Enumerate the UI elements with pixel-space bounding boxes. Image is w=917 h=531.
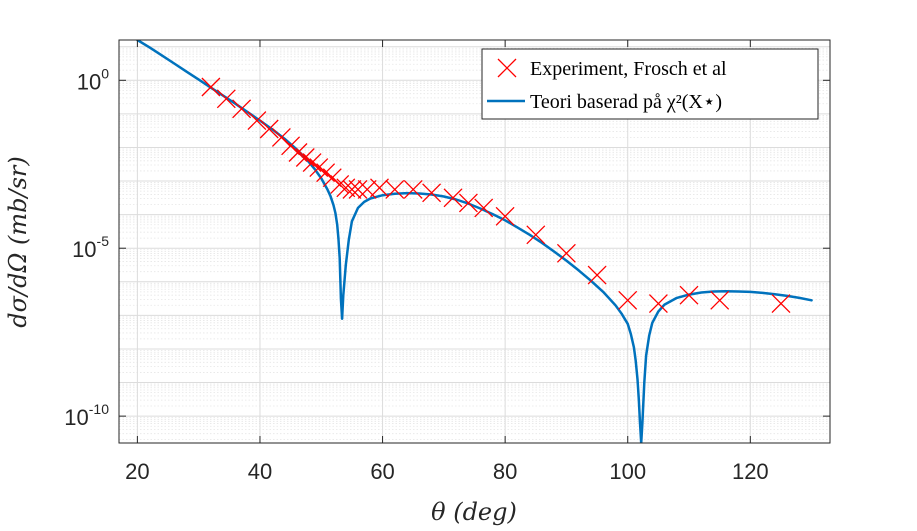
data-point-marker [458,193,478,213]
data-point-marker [201,77,221,97]
x-tick-label: 40 [248,459,272,484]
data-point-marker [526,225,546,245]
x-axis-label: θ (deg) [431,498,517,526]
legend: Experiment, Frosch et al Teori baserad p… [481,48,819,120]
data-point-marker [342,179,362,199]
y-tick-label: 10-10 [64,401,109,430]
data-point-marker [648,294,668,314]
legend-label-theory: Teori baserad på χ²(X⋆) [530,91,722,113]
data-point-marker [443,188,463,208]
data-point-marker [618,290,638,310]
data-point-marker [771,294,791,314]
data-point-marker [357,179,377,199]
data-point-marker [679,285,699,305]
data-point-marker [587,265,607,285]
data-point-marker [422,183,442,203]
data-point-marker [710,290,730,310]
data-point-marker [216,89,236,109]
plot-frame [118,39,831,444]
x-tick-label: 60 [370,459,394,484]
data-point-marker [370,178,389,198]
legend-item-experiment: Experiment, Frosch et al [497,58,727,80]
data-point-marker [403,179,423,199]
data-point-marker [247,111,267,131]
data-point-marker [556,243,576,263]
data-point-marker [385,179,405,199]
data-point-marker [348,179,368,199]
legend-item-theory: Teori baserad på χ²(X⋆) [487,91,722,113]
x-tick-label: 120 [732,459,769,484]
x-tick-label: 20 [125,459,149,484]
tick-layer: 20 40 60 80 100 120 100 10-5 10-10 [64,40,830,484]
data-point-marker [259,119,279,139]
y-tick-label: 100 [77,65,109,94]
grid-layer [119,40,830,443]
series-layer [136,40,813,443]
data-point-marker [495,206,515,226]
x-tick-label: 100 [609,459,646,484]
x-tick-label: 80 [493,459,517,484]
legend-marker-x [497,58,517,78]
data-point-marker [330,174,350,194]
data-point-marker [232,99,252,119]
legend-label-experiment: Experiment, Frosch et al [530,58,727,80]
data-point-marker [336,178,356,198]
y-axis-label: dσ/dΩ (mb/sr) [4,156,32,327]
data-point-marker [474,198,494,218]
y-tick-label: 10-5 [72,233,109,262]
legend-box [481,48,819,120]
